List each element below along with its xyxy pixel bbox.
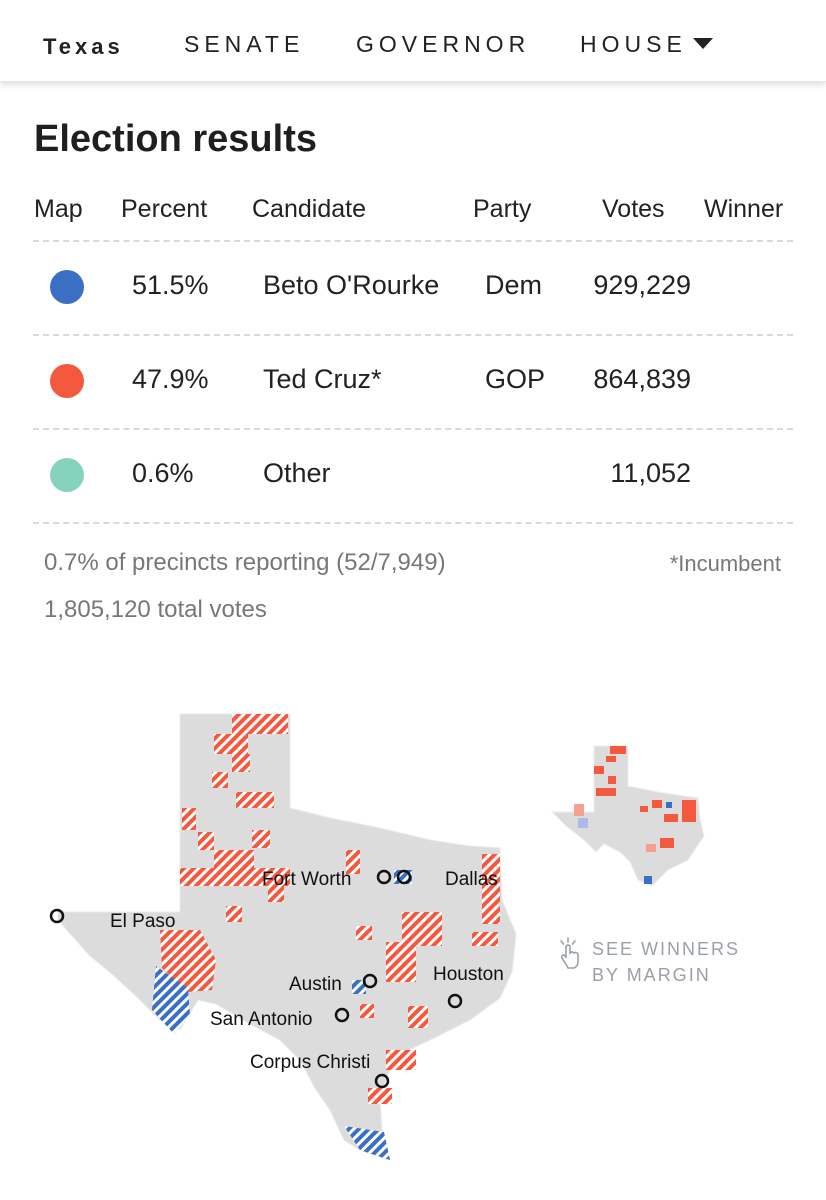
see-winners-text: SEE WINNERS BY MARGIN (592, 936, 740, 988)
table-divider (33, 522, 793, 524)
gop-counties (160, 714, 500, 1104)
column-header-map: Map (34, 195, 83, 223)
see-winners-line-2: BY MARGIN (592, 965, 711, 985)
total-votes: 1,805,120 total votes (44, 596, 267, 623)
texas-state-shape (57, 713, 517, 1161)
el-paso-marker (49, 908, 65, 924)
table-row: 0.6% Other 11,052 (0, 428, 826, 522)
incumbent-note: *Incumbent (669, 551, 781, 576)
candidate-cell: Beto O'Rourke (263, 270, 440, 300)
table-divider (33, 240, 793, 242)
page-title: Election results (34, 118, 317, 160)
city-label-el-paso: El Paso (110, 911, 175, 932)
dallas-marker (396, 869, 412, 885)
nav-tab-house-label: HOUSE (580, 31, 687, 57)
candidate-color-dot (50, 270, 84, 304)
city-label-austin: Austin (289, 974, 342, 995)
votes-cell: 929,229 (593, 270, 691, 300)
percent-cell: 51.5% (132, 270, 209, 300)
table-divider (33, 334, 793, 336)
austin-marker (362, 973, 378, 989)
nav-tab-governor[interactable]: GOVERNOR (356, 31, 531, 57)
column-header-candidate: Candidate (252, 195, 366, 223)
candidate-color-dot (50, 458, 84, 492)
party-cell: GOP (485, 364, 546, 394)
fort-worth-marker (376, 869, 392, 885)
votes-cell: 864,839 (593, 364, 691, 394)
city-label-houston: Houston (433, 964, 504, 985)
mini-margin-map[interactable] (548, 740, 708, 890)
texas-county-map[interactable]: Fort Worth Dallas El Paso Austin Houston… (0, 700, 826, 1170)
city-label-fort-worth: Fort Worth (262, 869, 351, 890)
percent-cell: 0.6% (132, 458, 194, 488)
column-header-percent: Percent (121, 195, 208, 223)
city-label-san-antonio: San Antonio (210, 1009, 312, 1030)
nav-tab-house[interactable]: HOUSE (580, 31, 713, 58)
houston-marker (447, 993, 463, 1009)
tap-hand-icon (560, 937, 579, 969)
table-divider (33, 428, 793, 430)
mini-map-gop-counties (594, 746, 696, 848)
column-header-votes: Votes (602, 195, 665, 223)
column-header-winner: Winner (704, 195, 784, 223)
city-labels: Fort Worth Dallas El Paso Austin Houston… (110, 869, 504, 1073)
nav-tab-senate[interactable]: SENATE (184, 31, 305, 57)
candidate-cell: Ted Cruz* (263, 364, 382, 394)
city-markers (49, 869, 463, 1089)
san-antonio-marker (334, 1007, 350, 1023)
chevron-down-icon (692, 38, 713, 49)
city-label-dallas: Dallas (445, 869, 498, 890)
see-winners-line-1: SEE WINNERS (592, 939, 741, 959)
mini-map-dem-counties (644, 802, 672, 884)
table-row: 51.5% Beto O'Rourke Dem 929,229 (0, 240, 826, 334)
city-label-corpus-christi: Corpus Christi (250, 1052, 370, 1073)
precincts-reporting: 0.7% of precincts reporting (52/7,949) (44, 549, 446, 576)
column-header-party: Party (473, 195, 532, 223)
votes-cell: 11,052 (610, 458, 691, 488)
percent-cell: 47.9% (132, 364, 209, 394)
nav-state-label[interactable]: Texas (43, 34, 124, 59)
table-row: 47.9% Ted Cruz* GOP 864,839 (0, 334, 826, 428)
candidate-color-dot (50, 364, 84, 398)
top-navigation: Texas SENATE GOVERNOR HOUSE (0, 0, 826, 82)
corpus-christi-marker (374, 1073, 390, 1089)
party-cell: Dem (485, 270, 543, 300)
candidate-cell: Other (263, 458, 331, 488)
